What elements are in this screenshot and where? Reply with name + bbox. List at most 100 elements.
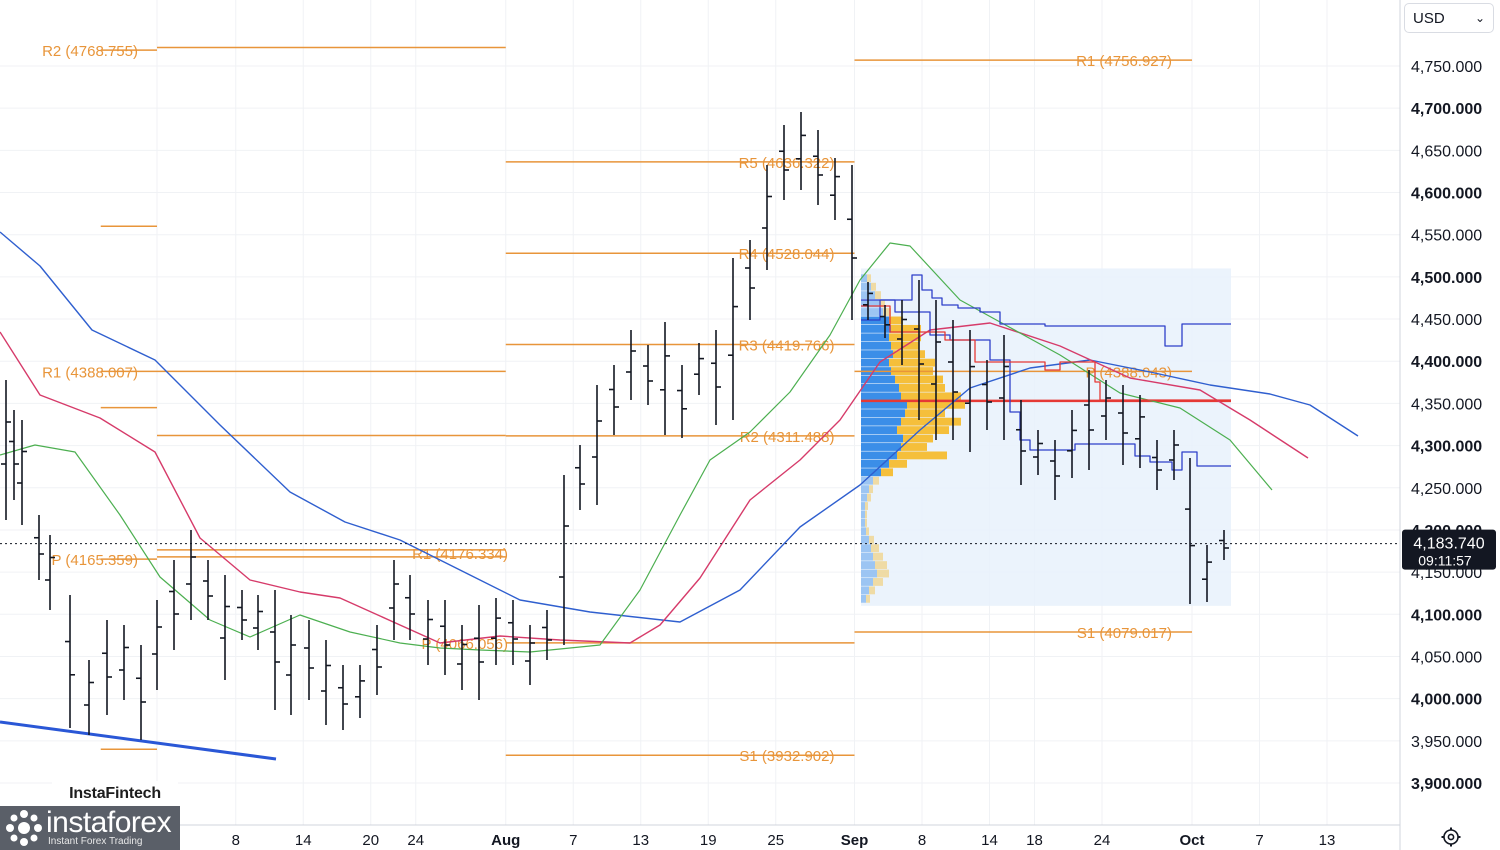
- volume-bar-buy: [861, 485, 869, 494]
- volume-bar-sell: [897, 451, 947, 460]
- price-tick-label: 4,400.000: [1411, 354, 1482, 371]
- volume-bar-sell: [897, 426, 949, 435]
- volume-bar-sell: [873, 552, 883, 561]
- volume-bar-sell: [881, 468, 893, 477]
- price-tick-label: 4,650.000: [1411, 143, 1482, 160]
- volume-bar-sell: [867, 493, 871, 502]
- time-tick-label: 24: [407, 832, 424, 849]
- volume-bar-sell: [893, 350, 925, 359]
- volume-bar-buy: [861, 561, 875, 569]
- chevron-down-icon: ⌄: [1474, 11, 1485, 25]
- price-tick-label: 4,550.000: [1411, 228, 1482, 245]
- volume-bar-sell: [889, 358, 935, 367]
- time-tick-label: 8: [918, 832, 926, 849]
- currency-select[interactable]: USD ⌄: [1404, 3, 1494, 33]
- volume-bar-buy: [861, 333, 889, 342]
- price-tick-label: 4,000.000: [1411, 692, 1482, 709]
- volume-bar-buy: [861, 375, 895, 384]
- time-axis[interactable]: Jul8142024Aug7131925Sep8141824Oct713: [147, 832, 1335, 849]
- volume-bar-sell: [865, 510, 867, 519]
- time-tick-label: 14: [981, 832, 998, 849]
- time-tick-label: 19: [700, 832, 717, 849]
- pivot-label: R2 (4768.755): [42, 43, 138, 60]
- time-tick-label: 18: [1026, 832, 1043, 849]
- volume-bar-buy: [861, 274, 867, 283]
- pivot-label: R4 (4528.044): [739, 246, 835, 263]
- pivot-label: S1 (4079.017): [1077, 625, 1172, 642]
- volume-bar-buy: [861, 358, 889, 367]
- time-tick-label: Aug: [491, 832, 520, 849]
- volume-bar-sell: [877, 569, 889, 578]
- volume-bar-sell: [903, 434, 933, 443]
- volume-bar-sell: [865, 502, 868, 510]
- gear-icon[interactable]: [1440, 826, 1462, 848]
- volume-bar-buy: [861, 518, 865, 527]
- volume-bar-buy: [861, 392, 901, 401]
- volume-bar-sell: [871, 282, 876, 291]
- time-tick-label: Sep: [841, 832, 869, 849]
- volume-bar-sell: [875, 561, 887, 569]
- volume-bar-sell: [883, 308, 891, 316]
- instaforex-name: instaforex: [46, 806, 172, 839]
- volume-bar-buy: [861, 468, 881, 477]
- price-tick-label: 4,350.000: [1411, 396, 1482, 413]
- price-tick-label: 4,700.000: [1411, 101, 1482, 118]
- time-tick-label: 20: [362, 832, 379, 849]
- time-tick-label: 13: [632, 832, 649, 849]
- volume-bar-buy: [861, 434, 903, 443]
- time-tick-label: Oct: [1179, 832, 1204, 849]
- price-tick-label: 4,050.000: [1411, 649, 1482, 666]
- volume-bar-buy: [861, 586, 869, 595]
- volume-bar-sell: [865, 518, 867, 527]
- price-tick-label: 4,500.000: [1411, 270, 1482, 287]
- price-tick-label: 4,100.000: [1411, 607, 1482, 624]
- volume-bar-sell: [869, 586, 875, 595]
- instaforex-tagline: Instant Forex Trading: [48, 836, 143, 847]
- volume-bar-sell: [873, 476, 879, 485]
- volume-bar-buy: [861, 578, 873, 586]
- volume-bar-buy: [861, 544, 871, 553]
- volume-bar-buy: [861, 341, 891, 350]
- ema-short-line: [0, 242, 1273, 653]
- volume-bar-sell: [889, 316, 903, 325]
- price-tick-label: 3,900.000: [1411, 776, 1482, 793]
- time-tick-label: 14: [295, 832, 312, 849]
- stepped-line-upper: [861, 274, 1231, 347]
- pivot-label: R3 (4419.766): [739, 338, 835, 355]
- pivot-label: R1 (4756.927): [1076, 53, 1172, 70]
- volume-bar-buy: [861, 502, 865, 510]
- instaforex-logo-icon: [6, 810, 42, 846]
- time-tick-label: 24: [1094, 832, 1111, 849]
- pivot-label: R5 (4636.322): [739, 155, 835, 172]
- ema-long-line: [0, 231, 1359, 623]
- volume-bar-buy: [861, 459, 889, 468]
- volume-bar-sell: [899, 384, 945, 392]
- time-tick-label: 25: [767, 832, 784, 849]
- price-tick-label: 4,250.000: [1411, 481, 1482, 498]
- support-trendline: [0, 720, 277, 761]
- volume-bar-buy: [861, 384, 899, 392]
- time-tick-label: 7: [1255, 832, 1263, 849]
- price-bars: [1, 112, 1229, 740]
- pivot-label: P (4165.359): [52, 552, 138, 569]
- ema-mid-line: [0, 322, 1309, 644]
- pivot-levels: R2 (4768.755) R1 (4388.007) P (4165.359) R5…: [42, 43, 1192, 765]
- pivot-label: R1 (4176.334): [412, 546, 508, 563]
- countdown-timer: 09:11:57: [1418, 553, 1472, 569]
- volume-bar-sell: [889, 459, 907, 468]
- time-tick-label: 7: [569, 832, 577, 849]
- stepped-line-lower: [861, 299, 1231, 471]
- volume-bar-buy: [861, 324, 891, 333]
- last-price-tag: [1402, 529, 1496, 570]
- instafintech-brand: InstaFintech: [52, 781, 178, 807]
- price-tick-label: 4,450.000: [1411, 312, 1482, 329]
- volume-bar-buy: [861, 443, 901, 451]
- volume-bar-sell: [879, 299, 885, 308]
- price-tick-label: 4,750.000: [1411, 59, 1482, 76]
- last-price-value: 4,183.740: [1413, 536, 1484, 553]
- volume-bar-sell: [873, 578, 883, 586]
- pivot-label: P (4388.043): [1086, 364, 1172, 381]
- volume-bar-sell: [891, 324, 921, 333]
